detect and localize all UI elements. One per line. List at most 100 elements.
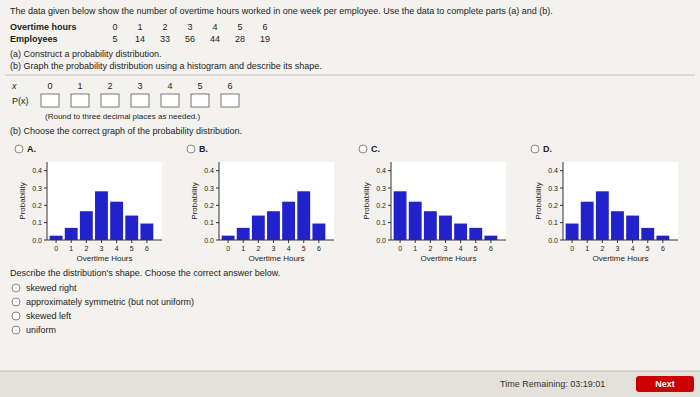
y-tick bbox=[388, 205, 391, 206]
y-tick-label: 0.1 bbox=[548, 219, 558, 226]
bar bbox=[65, 228, 78, 240]
x-tick-label: 2 bbox=[84, 245, 88, 252]
bar bbox=[484, 236, 497, 240]
radio[interactable] bbox=[359, 145, 367, 153]
bar bbox=[394, 191, 407, 240]
x-tick bbox=[460, 240, 461, 243]
radio[interactable] bbox=[12, 284, 20, 292]
x-tick-label: 4 bbox=[459, 245, 463, 252]
table-cell: 2 bbox=[107, 81, 112, 91]
x-tick bbox=[131, 240, 132, 243]
radio[interactable] bbox=[15, 145, 23, 153]
x-tick-label: 3 bbox=[616, 245, 620, 252]
bar bbox=[611, 211, 624, 240]
x-tick-label: 0 bbox=[226, 245, 230, 252]
next-button-label[interactable]: Next bbox=[655, 379, 675, 389]
input-box[interactable] bbox=[191, 94, 209, 107]
y-tick-label: 0.2 bbox=[376, 202, 386, 209]
x-tick bbox=[430, 240, 431, 243]
table-cell: 33 bbox=[160, 34, 170, 44]
y-tick-label: 0.4 bbox=[376, 167, 386, 174]
bar bbox=[424, 211, 437, 240]
x-tick-label: 6 bbox=[489, 245, 493, 252]
bar bbox=[267, 211, 280, 240]
radio[interactable] bbox=[12, 298, 20, 306]
option-text: skewed right bbox=[26, 283, 77, 293]
x-tick bbox=[647, 240, 648, 243]
table-cell: 5 bbox=[112, 34, 117, 44]
y-axis bbox=[391, 162, 392, 240]
chart-title: B. bbox=[199, 144, 208, 154]
radio[interactable] bbox=[12, 326, 20, 334]
input-box[interactable] bbox=[71, 94, 89, 107]
y-tick bbox=[44, 205, 47, 206]
bar bbox=[312, 224, 325, 240]
bar bbox=[439, 216, 452, 240]
bar bbox=[125, 216, 138, 240]
table-cell: 3 bbox=[187, 22, 192, 32]
plot-area bbox=[391, 162, 506, 240]
y-tick-label: 0.0 bbox=[32, 237, 42, 244]
x-tick bbox=[445, 240, 446, 243]
plot-area bbox=[219, 162, 334, 240]
bar bbox=[237, 228, 250, 240]
x-tick-label: 3 bbox=[100, 245, 104, 252]
x-tick bbox=[228, 240, 229, 243]
table-cell: 2 bbox=[162, 22, 167, 32]
x-tick-label: 5 bbox=[474, 245, 478, 252]
table-cell: 44 bbox=[210, 34, 220, 44]
x-axis bbox=[47, 240, 162, 241]
bar bbox=[641, 228, 654, 240]
x-tick-label: 6 bbox=[661, 245, 665, 252]
table-cell: 5 bbox=[197, 81, 202, 91]
input-box[interactable] bbox=[221, 94, 239, 107]
note-text: (Round to three decimal places as needed… bbox=[45, 112, 201, 121]
radio[interactable] bbox=[187, 145, 195, 153]
chart-title: D. bbox=[543, 144, 552, 154]
table-cell: 6 bbox=[227, 81, 232, 91]
bar bbox=[454, 224, 467, 240]
y-tick bbox=[388, 170, 391, 171]
bar bbox=[95, 191, 108, 240]
y-tick-label: 0.2 bbox=[32, 202, 42, 209]
x-tick-label: 2 bbox=[600, 245, 604, 252]
timer-text: Time Remaining: 03:19:01 bbox=[500, 379, 605, 389]
table-cell: 4 bbox=[212, 22, 217, 32]
x-axis-label: Overtime Hours bbox=[592, 254, 648, 263]
x-tick bbox=[71, 240, 72, 243]
bar bbox=[252, 216, 265, 240]
part-text: (b) Choose the correct graph of the prob… bbox=[10, 126, 242, 136]
bars bbox=[222, 191, 326, 240]
option-text: skewed left bbox=[26, 311, 72, 321]
y-tick-label: 0.3 bbox=[376, 185, 386, 192]
table-cell: 6 bbox=[262, 22, 267, 32]
y-tick bbox=[560, 170, 563, 171]
y-axis bbox=[219, 162, 220, 240]
table-cell: 28 bbox=[235, 34, 245, 44]
input-box[interactable] bbox=[131, 94, 149, 107]
bar bbox=[469, 228, 482, 240]
bar bbox=[656, 236, 669, 240]
y-tick bbox=[560, 188, 563, 189]
next-button[interactable] bbox=[636, 376, 694, 392]
x-tick-label: 1 bbox=[585, 245, 589, 252]
table-cell: 19 bbox=[260, 34, 270, 44]
radio[interactable] bbox=[12, 312, 20, 320]
x-tick bbox=[273, 240, 274, 243]
x-tick-label: 4 bbox=[115, 245, 119, 252]
input-box[interactable] bbox=[41, 94, 59, 107]
x-axis bbox=[391, 240, 506, 241]
x-tick-label: 4 bbox=[287, 245, 291, 252]
table-cell: 1 bbox=[77, 81, 82, 91]
x-axis-label: Overtime Hours bbox=[248, 254, 304, 263]
radio[interactable] bbox=[531, 145, 539, 153]
y-axis bbox=[47, 162, 48, 240]
y-tick bbox=[44, 240, 47, 241]
x-tick-label: 2 bbox=[256, 245, 260, 252]
separator bbox=[5, 75, 695, 76]
y-tick-label: 0.4 bbox=[548, 167, 558, 174]
x-axis bbox=[219, 240, 334, 241]
input-box[interactable] bbox=[101, 94, 119, 107]
input-box[interactable] bbox=[161, 94, 179, 107]
part-text: (b) Graph the probability distribution u… bbox=[10, 61, 322, 71]
